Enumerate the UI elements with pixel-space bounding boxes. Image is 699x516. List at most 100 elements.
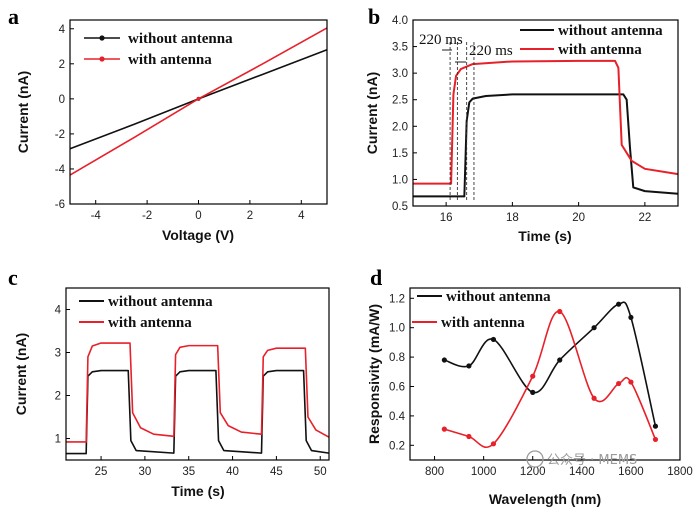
panel-c-x-tick-label: 25 [95,466,108,478]
panel-d-point-without-antenna [616,301,622,307]
panel-c-legend: without antenna with antenna [79,294,213,331]
panel-b-y-tick-label: 2.0 [392,121,408,133]
panel-b-series-with-antenna [413,59,679,185]
panel-a-y-tick-label: 2 [59,59,65,71]
panel-a-x-tick-label: -2 [142,210,152,222]
panel-a-x-tick-label: 4 [298,210,305,222]
panel-b-y-tick-label: 1.0 [392,174,408,186]
panel-a-plot-area [69,27,328,176]
panel-b: b 16 18 20 22 0.5 1.0 1.5 2.0 2.5 3.0 3.5 4.0 witho… [364,4,679,244]
legend-c-without-label: without antenna [108,294,213,310]
panel-d-point-with-antenna [616,380,622,387]
legend-a-without-marker [99,35,105,41]
panel-c-series-with-antenna [66,342,330,443]
panel-c-plot-area [66,342,330,455]
panel-b-y-tick-label: 0.5 [392,201,408,213]
panel-d-x-tick-label: 800 [425,466,444,478]
panel-b-frame [412,19,679,207]
panel-d-letter: d [370,265,382,290]
panel-a-legend: without antenna with antenna [84,31,233,68]
panel-a-x-axis-title: Voltage (V) [162,227,234,243]
panel-d-point-with-antenna [628,379,634,385]
panel-a-y-tick-label: -6 [55,199,65,211]
panel-a-ticks: -4 -2 0 2 4 -6 -4 -2 0 2 4 [55,24,305,222]
panel-d-point-with-antenna [557,308,563,315]
panel-b-x-tick-label: 18 [506,212,519,224]
panel-a-x-tick-label: -4 [91,210,102,222]
panel-d-x-tick-label: 1400 [569,466,595,478]
panel-b-x-tick-label: 22 [638,212,651,224]
panel-d-point-without-antenna [628,314,634,321]
panel-d-point-with-antenna [652,436,659,443]
annotation-220ms-rise-black: 220 ms [469,43,513,59]
panel-a-y-tick-label: 4 [59,24,66,36]
panel-c-ticks: 25 30 35 40 45 50 1 2 3 4 [55,305,327,479]
panel-b-letter: b [368,4,380,29]
panel-c-x-axis-title: Time (s) [171,483,224,499]
panel-d-x-tick-label: 1800 [667,466,693,478]
panel-d-y-tick-label: 1.2 [389,293,405,305]
panel-d-point-with-antenna [490,441,497,447]
panel-a-y-tick-label: -4 [55,164,66,176]
panel-d-y-tick-label: 1.0 [389,323,405,335]
panel-c-x-tick-label: 45 [270,466,283,478]
panel-d: d 800 1000 1200 1400 1600 1800 0.2 0.4 0.6 0.8 1.0… [366,265,693,507]
panel-d-y-tick-label: 0.2 [389,440,405,452]
legend-a-with-label: with antenna [128,52,212,68]
panel-c-y-tick-label: 2 [55,391,61,403]
panel-c: c 25 30 35 40 45 50 1 2 3 4 without antenna with … [8,265,330,499]
panel-c-y-tick-label: 4 [55,305,62,317]
panel-d-point-without-antenna [557,357,563,363]
panel-c-series-without-antenna [66,369,330,455]
legend-d-without-label: without antenna [446,289,551,305]
panel-b-annotation: 220 ms 220 ms [419,32,513,63]
panel-d-y-axis-title: Responsivity (mA/W) [366,304,382,444]
panel-b-y-axis-title: Current (nA) [364,72,380,154]
panel-b-y-tick-label: 2.5 [392,95,408,107]
legend-a-with-marker [99,56,105,62]
panel-b-ticks: 16 18 20 22 0.5 1.0 1.5 2.0 2.5 3.0 3.5 4.0 [392,15,651,224]
legend-b-without-label: without antenna [558,23,663,39]
panel-d-y-tick-label: 0.6 [389,381,405,393]
panel-a-y-axis-title: Current (nA) [15,71,31,153]
panel-b-y-tick-label: 4.0 [392,15,408,27]
panel-b-plot-area [413,42,679,200]
panel-c-y-axis-title: Current (nA) [13,333,29,415]
panel-d-point-without-antenna [490,336,497,343]
panel-a: a -4 -2 0 2 4 -6 -4 -2 0 2 4 without antenna with … [8,4,328,243]
panel-d-point-with-antenna [441,426,447,432]
legend-b-with-label: with antenna [558,42,642,58]
panel-b-y-tick-label: 3.0 [392,68,408,80]
panel-d-x-tick-label: 1000 [471,466,497,478]
panel-a-origin-point [196,96,201,101]
panel-a-y-tick-label: 0 [59,94,65,106]
watermark: 公众号 · MEMS [526,450,637,468]
annotation-220ms-rise-red: 220 ms [419,32,463,48]
panel-d-point-without-antenna [652,423,659,429]
panel-b-legend: without antenna with antenna [520,23,663,58]
panel-d-point-with-antenna [530,373,536,379]
panel-d-point-without-antenna [591,325,597,331]
panel-c-x-tick-label: 35 [182,466,195,478]
panel-c-x-tick-label: 30 [139,466,152,478]
panel-c-x-tick-label: 50 [314,466,327,478]
panel-a-x-tick-label: 2 [247,210,253,222]
panel-b-y-tick-label: 3.5 [392,42,408,54]
watermark-text: 公众号 · MEMS [547,453,637,468]
panel-d-x-tick-label: 1200 [520,466,546,478]
panel-d-ticks: 800 1000 1200 1400 1600 1800 0.2 0.4 0.6 0.8 1.0 1.… [389,293,693,478]
panel-a-y-tick-label: -2 [55,129,65,141]
panel-a-letter: a [8,4,19,29]
panel-b-x-tick-label: 16 [440,212,453,224]
watermark-logo-icon [526,450,544,468]
panel-c-y-tick-label: 1 [55,434,61,446]
panel-d-y-tick-label: 0.4 [389,411,406,423]
panel-d-frame [409,287,681,461]
panel-d-point-without-antenna [441,357,447,363]
legend-d-with-label: with antenna [441,315,525,331]
panel-c-frame [65,287,330,461]
panel-d-point-with-antenna [466,433,472,440]
panel-d-point-without-antenna [530,389,536,395]
